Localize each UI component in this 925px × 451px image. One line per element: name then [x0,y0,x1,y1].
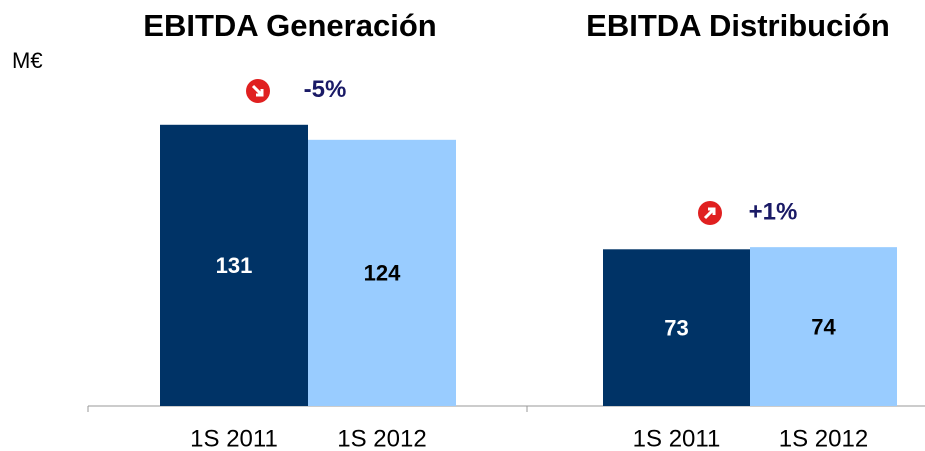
x-tick-label: 1S 2011 [190,425,278,451]
bar-value-label: 124 [364,261,401,286]
bar-value-label: 74 [811,314,836,339]
x-tick-label: 1S 2011 [633,425,721,451]
x-tick-label: 1S 2012 [337,425,426,451]
bar [750,247,897,406]
y-axis-label: M€ [12,48,43,73]
trend-icon-down [246,79,270,103]
x-tick-label: 1S 2012 [779,425,868,451]
bar [308,139,456,406]
chart-title: EBITDA Generación [143,8,436,43]
bar [603,249,750,406]
change-annotation: -5% [304,76,347,103]
change-annotation: +1% [749,198,798,225]
bar-value-label: 131 [216,253,253,278]
trend-icon-up [698,201,722,225]
chart-title: EBITDA Distribución [586,8,890,43]
bar [160,124,308,406]
bar-value-label: 73 [664,315,688,340]
